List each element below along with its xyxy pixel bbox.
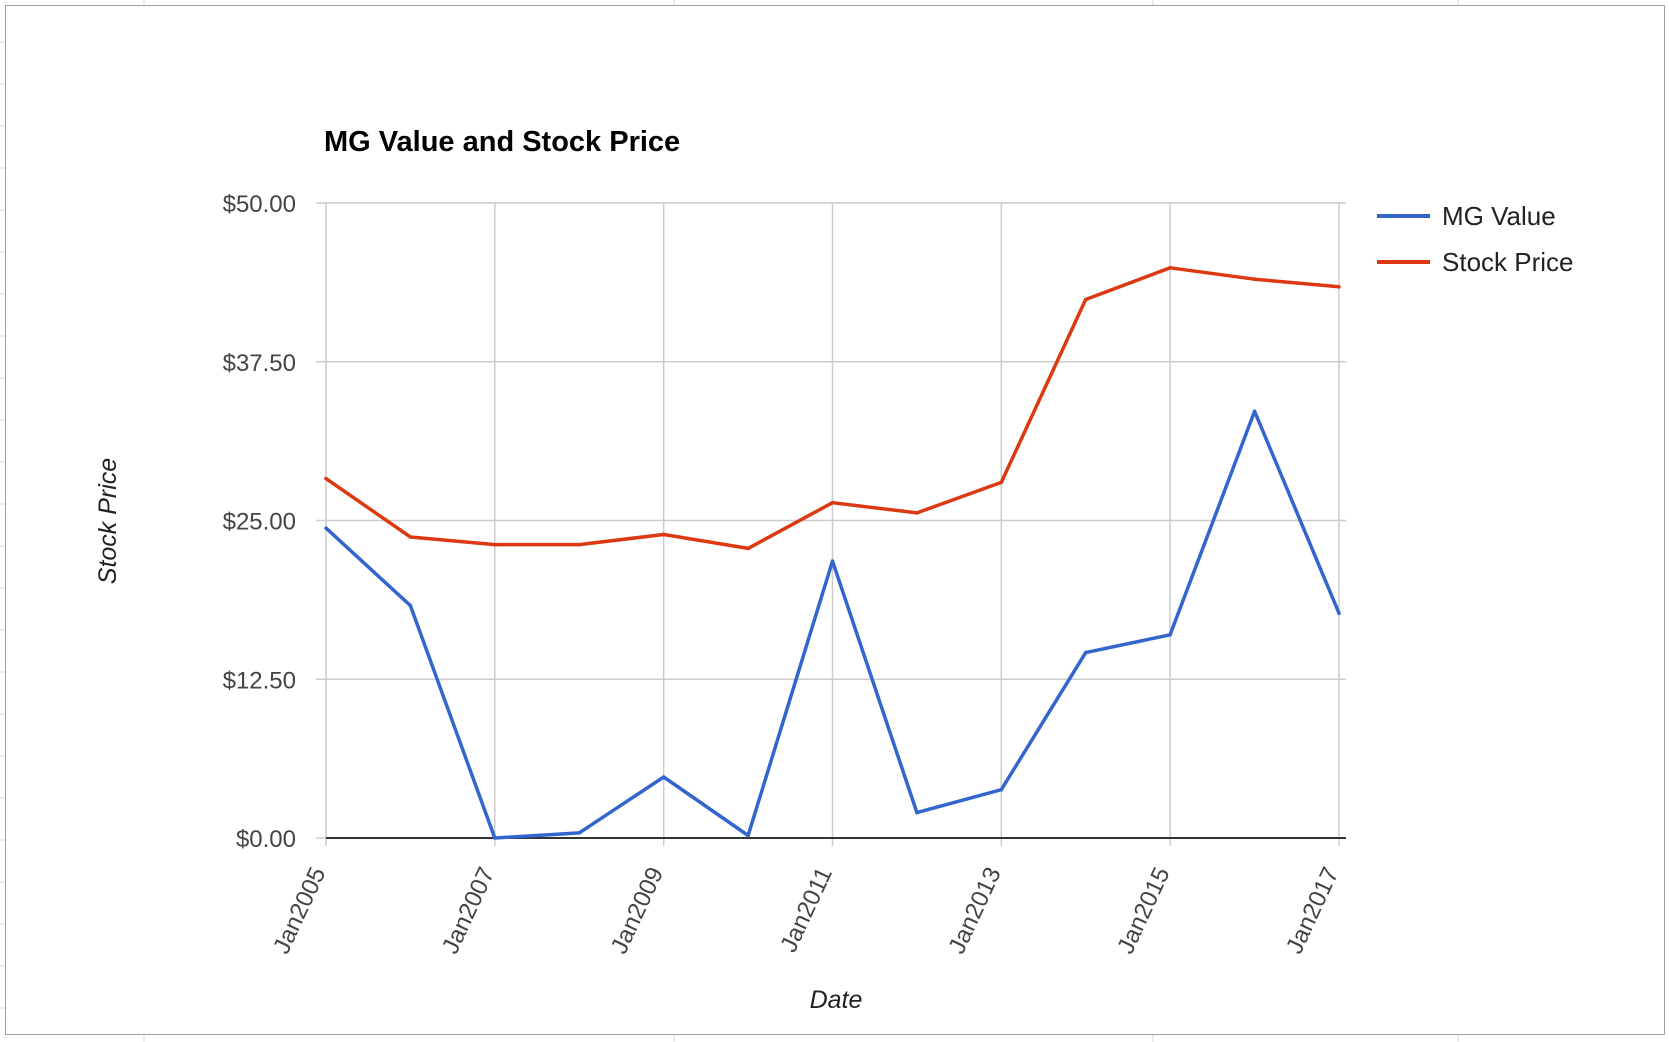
x-tick-label: Jan2015: [1112, 863, 1175, 958]
data-point-mg-value[interactable]: [577, 831, 582, 835]
data-point-stock-price[interactable]: [999, 480, 1004, 485]
x-tick-label: Jan2007: [437, 863, 500, 958]
legend-label-stock-price: Stock Price: [1442, 247, 1574, 277]
data-point-stock-price[interactable]: [408, 535, 413, 539]
data-point-stock-price[interactable]: [324, 476, 328, 481]
data-point-stock-price[interactable]: [493, 542, 497, 547]
horizontal-gridlines: [316, 202, 1346, 839]
data-point-mg-value[interactable]: [324, 526, 328, 530]
y-axis-tick-labels: $0.00 $12.50 $25.00 $37.50 $50.00: [223, 191, 296, 853]
data-point-stock-price[interactable]: [661, 532, 666, 537]
data-point-mg-value[interactable]: [1168, 633, 1172, 637]
x-tick-label: Jan2013: [943, 863, 1006, 958]
data-point-stock-price[interactable]: [1252, 277, 1257, 282]
x-tick-label: Jan2011: [775, 863, 838, 956]
vertical-gridlines: [325, 203, 1340, 846]
data-point-stock-price[interactable]: [1168, 265, 1172, 270]
data-point-mg-value[interactable]: [1337, 611, 1341, 616]
y-tick-label: $50.00: [223, 191, 296, 218]
data-point-stock-price[interactable]: [577, 542, 582, 547]
y-tick-label: $25.00: [223, 509, 296, 536]
data-point-mg-value[interactable]: [493, 836, 497, 840]
data-point-mg-value[interactable]: [830, 559, 835, 563]
y-tick-label: $37.50: [223, 350, 296, 377]
data-point-mg-value[interactable]: [408, 603, 413, 608]
data-point-mg-value[interactable]: [915, 810, 919, 815]
x-tick-label: Jan2017: [1281, 863, 1344, 958]
data-point-mg-value[interactable]: [999, 787, 1004, 792]
x-tick-label: Jan2009: [606, 863, 669, 958]
series-lines: [324, 265, 1341, 840]
x-axis-tick-labels: Jan2005 Jan2007 Jan2009 Jan2011 Jan2013 Jan20…: [268, 863, 1344, 958]
y-tick-label: $0.00: [236, 826, 296, 853]
x-axis-title: Date: [810, 986, 863, 1014]
chart-title: MG Value and Stock Price: [324, 126, 680, 158]
x-tick-label: Jan2005: [268, 863, 331, 958]
data-point-stock-price[interactable]: [830, 500, 835, 505]
data-point-stock-price[interactable]: [1337, 285, 1341, 289]
data-point-stock-price[interactable]: [915, 511, 919, 515]
legend-label-mg-value: MG Value: [1442, 201, 1556, 231]
data-point-stock-price[interactable]: [1083, 297, 1088, 302]
data-point-mg-value[interactable]: [1252, 409, 1257, 414]
y-tick-label: $12.50: [223, 667, 296, 694]
legend[interactable]: MG Value Stock Price: [1377, 201, 1574, 277]
y-axis-title: Stock Price: [94, 458, 122, 584]
data-point-stock-price[interactable]: [746, 546, 750, 551]
data-point-mg-value[interactable]: [746, 833, 750, 838]
data-point-mg-value[interactable]: [1083, 650, 1088, 655]
data-point-mg-value[interactable]: [661, 775, 666, 779]
